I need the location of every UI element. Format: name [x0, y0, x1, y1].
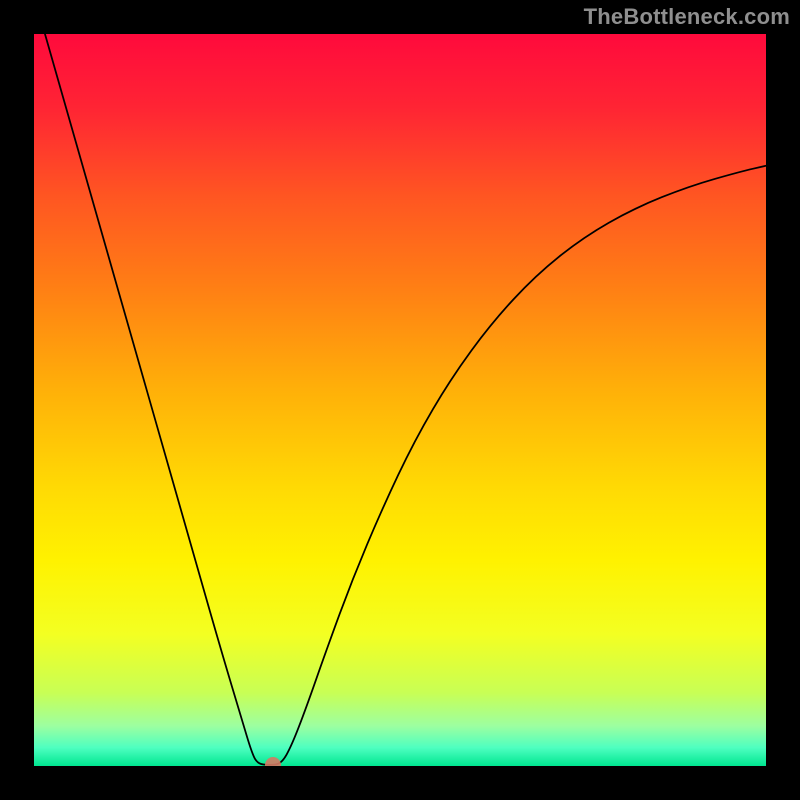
figure-root: TheBottleneck.com — [0, 0, 800, 800]
valley-marker — [265, 757, 281, 766]
plot-area — [34, 34, 766, 766]
bottleneck-curve — [34, 34, 766, 766]
watermark-text: TheBottleneck.com — [584, 4, 790, 30]
